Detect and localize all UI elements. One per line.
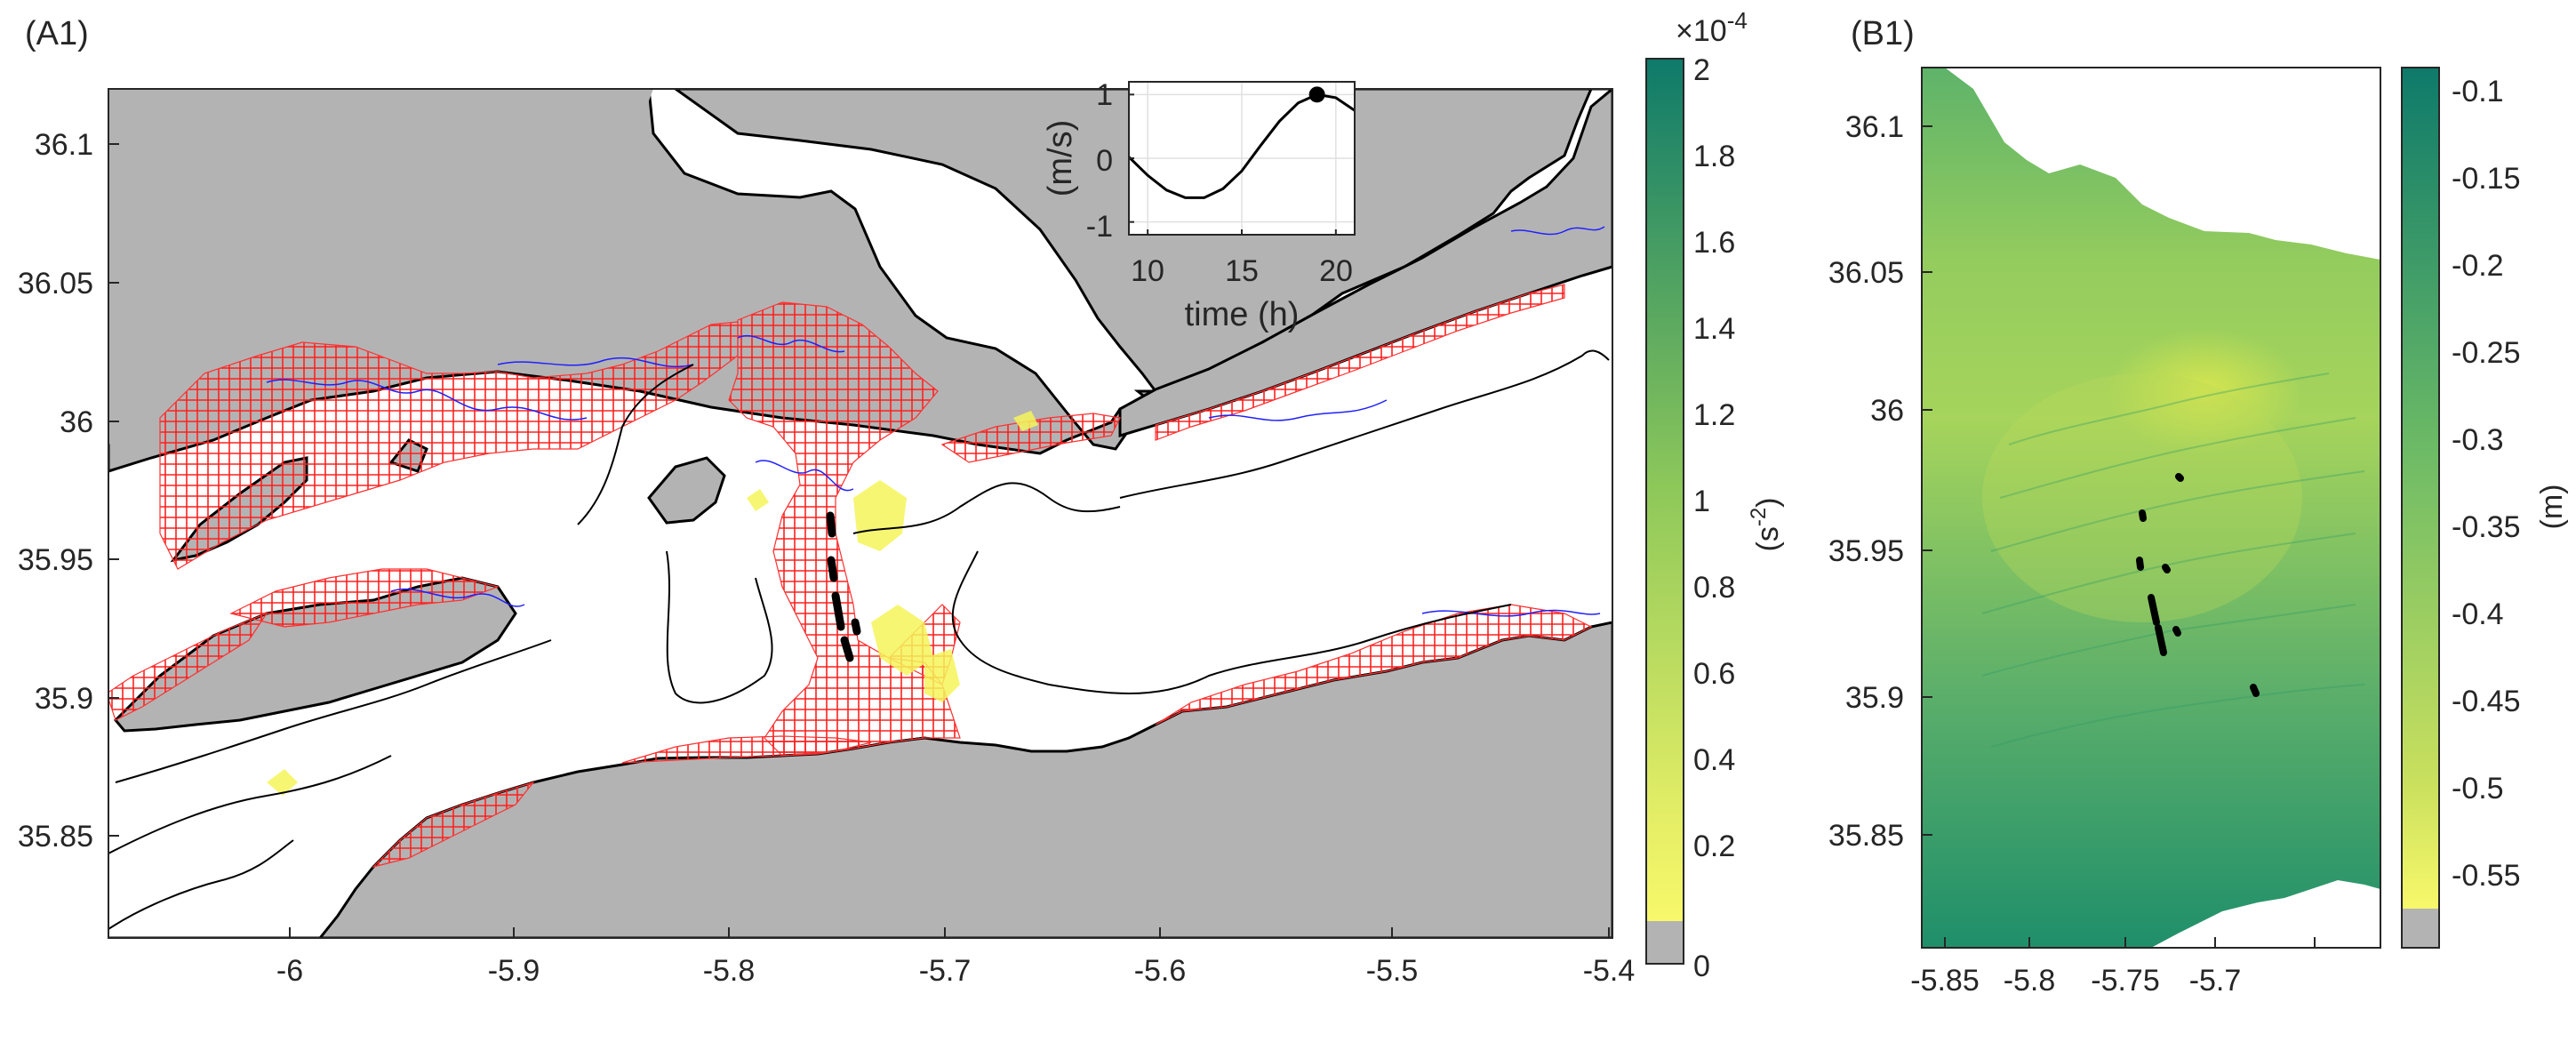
b1-xtick-label: -5.85	[1910, 964, 1980, 998]
cbar-a1-tick: 0.8	[1693, 571, 1735, 605]
a1-xtick-label: -6	[276, 954, 303, 988]
cbar-a1-tick: 0.2	[1693, 830, 1735, 863]
axes-box-b1	[1921, 67, 2381, 949]
inset-tick-marks	[1129, 93, 1337, 235]
b1-ytick-label: 35.95	[1828, 534, 1904, 568]
panel-b1: (B1)	[1828, 15, 2569, 998]
a1-xtick-label: -5.5	[1366, 954, 1419, 988]
a1-xtick-label: -5.7	[919, 954, 972, 988]
map-a1	[108, 89, 1612, 938]
b1-ytick-label: 35.9	[1845, 681, 1904, 715]
cbar-b1-tick: -0.15	[2452, 162, 2521, 196]
b1-ytick-label: 35.85	[1828, 819, 1904, 853]
cbar-a1-unit-label: (s-2)	[1747, 498, 1785, 552]
inset-xtick-label: 20	[1319, 254, 1353, 288]
x-axis-a1: -6 -5.9 -5.8 -5.7 -5.6 -5.5 -5.4	[276, 927, 1635, 988]
contour-lines	[108, 349, 1610, 930]
a1-ytick-label: 36.05	[18, 267, 93, 301]
cbar-a1-tick: 0.4	[1693, 743, 1735, 777]
a1-ytick-label: 36.1	[35, 128, 93, 162]
cbar-b1-tick: -0.35	[2452, 510, 2521, 544]
a1-xtick-label: -5.8	[703, 954, 756, 988]
b1-ytick-label: 36.05	[1828, 256, 1904, 290]
axes-box-a1	[108, 88, 1613, 939]
b1-ytick-label: 36	[1870, 394, 1904, 428]
cbar-b1-tick: -0.25	[2452, 336, 2521, 370]
b1-ytick-label: 36.1	[1845, 110, 1904, 144]
y-axis-b1: 36.1 36.05 36 35.95 35.9 35.85	[1828, 110, 1932, 853]
field-striations	[1981, 373, 2365, 748]
inset-ytick-label: 0	[1096, 144, 1113, 178]
cbar-a1-tick: 0.6	[1693, 657, 1735, 691]
cbar-b1-tick: -0.45	[2452, 685, 2521, 718]
x-axis-b1: -5.85 -5.8 -5.75 -5.7	[1910, 937, 2316, 998]
cbar-a1-tick: 0	[1693, 950, 1710, 983]
a1-ytick-label: 35.95	[18, 543, 93, 577]
cbar-a1-tick: 1.4	[1693, 312, 1735, 346]
panel-a1-label: (A1)	[25, 15, 89, 52]
colorbar-b1: -0.1 -0.15 -0.2 -0.25 -0.3 -0.35 -0.4 -0…	[2401, 67, 2569, 949]
land-spain-block	[108, 89, 653, 445]
y-axis-a1: 36.1 36.05 36 35.95 35.9 35.85	[18, 128, 119, 854]
land-island-centre	[647, 456, 726, 525]
map-b1	[1922, 68, 2380, 948]
cbar-b1-unit-label: (m)	[2535, 485, 2569, 530]
cbar-a1-exponent: ×10-4	[1676, 7, 1748, 48]
a1-xtick-label: -5.9	[488, 954, 540, 988]
ship-tracks-b1	[2136, 473, 2260, 697]
inset-y-axis-label: (m/s)	[1042, 120, 1079, 197]
inset-ytick-label: -1	[1086, 210, 1113, 244]
a1-xtick-label: -5.4	[1583, 954, 1636, 988]
cbar-a1-tick: 1	[1693, 485, 1710, 518]
b1-xtick-label: -5.75	[2091, 964, 2160, 998]
cbar-b1-tick: -0.2	[2452, 249, 2504, 283]
a1-ytick-label: 35.9	[35, 682, 93, 716]
ship-tracks-a1	[826, 511, 861, 662]
colorbar-b1-ticks: -0.1 -0.15 -0.2 -0.25 -0.3 -0.35 -0.4 -0…	[2452, 75, 2521, 893]
inset-current-time-marker	[1308, 86, 1325, 103]
sea-level-field	[1922, 68, 2380, 948]
cbar-b1-tick: -0.4	[2452, 597, 2504, 631]
cbar-b1-tick: -0.55	[2452, 859, 2521, 893]
cbar-b1-tick: -0.5	[2452, 772, 2504, 806]
cbar-b1-tick: -0.1	[2452, 75, 2504, 108]
crosshatch-regions	[108, 284, 1593, 869]
colorbar-a1: 2 1.8 1.6 1.4 1.2 1 0.8 0.6 0.4 0.2 0 ×1…	[1645, 7, 1785, 983]
a1-ytick-label: 35.85	[18, 820, 93, 854]
cbar-b1-tick: -0.3	[2452, 423, 2504, 457]
a1-ytick-label: 36	[60, 405, 93, 439]
yellow-patches	[267, 411, 1038, 796]
cbar-a1-tick: 1.6	[1693, 226, 1735, 260]
cbar-a1-tick: 1.8	[1693, 140, 1735, 173]
inset-plot: 1 0 -1 10 15 20 time (h) (m/s)	[1042, 78, 1356, 333]
cbar-a1-tick: 2	[1693, 53, 1710, 87]
panel-b1-label: (B1)	[1851, 15, 1915, 52]
inset-x-axis-label: time (h)	[1185, 296, 1300, 333]
panel-a1: (A1)	[18, 7, 1785, 988]
a1-xtick-label: -5.6	[1134, 954, 1187, 988]
cbar-a1-tick: 1.2	[1693, 398, 1735, 432]
inset-xtick-label: 15	[1225, 254, 1259, 288]
colorbar-a1-ticks: 2 1.8 1.6 1.4 1.2 1 0.8 0.6 0.4 0.2 0	[1693, 53, 1735, 983]
inset-xtick-label: 10	[1131, 254, 1164, 288]
b1-xtick-label: -5.7	[2189, 964, 2242, 998]
inset-ytick-label: 1	[1096, 78, 1113, 112]
blue-contours	[266, 226, 1605, 617]
b1-xtick-label: -5.8	[2004, 964, 2056, 998]
